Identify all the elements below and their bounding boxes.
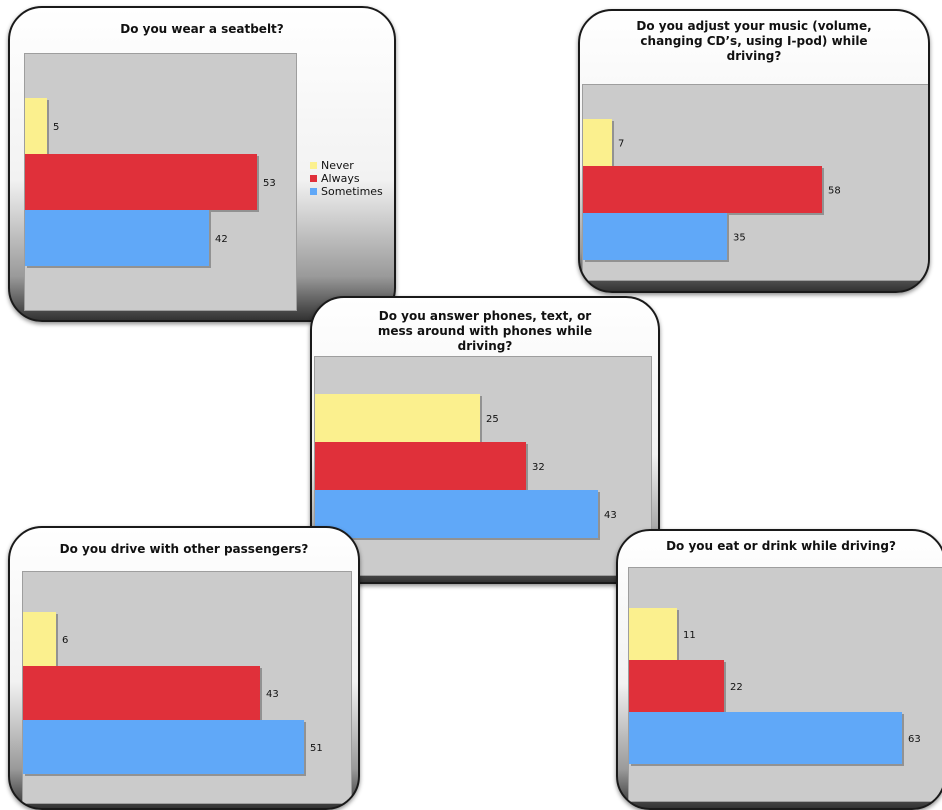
chart-legend: Never Always Sometimes: [310, 159, 383, 198]
bar-value-label: 58: [828, 186, 841, 197]
bar-value-label: 53: [263, 178, 276, 189]
bar-value-label: 6: [62, 635, 68, 646]
plot-area: 11 22 63: [628, 567, 942, 802]
bar-value-label: 25: [486, 414, 499, 425]
bar-value-label: 5: [53, 122, 59, 133]
chart-title: Do you wear a seatbelt?: [120, 22, 284, 36]
bar-value-label: 43: [604, 510, 617, 521]
bar-always: [629, 660, 724, 712]
plot-area: 5 53 42: [24, 53, 297, 311]
bar-chart-svg: 25 32 43: [315, 394, 617, 540]
chart-title: Do you eat or drink while driving?: [666, 539, 896, 553]
bar-value-label: 11: [683, 630, 696, 641]
bar-value-label: 35: [733, 233, 746, 244]
legend-item-sometimes: Sometimes: [310, 185, 383, 198]
bar-value-label: 42: [215, 234, 228, 245]
bar-chart-svg: 11 22 63: [629, 608, 921, 766]
bar-always: [583, 166, 822, 213]
legend-swatch-never: [310, 162, 317, 169]
bar-never: [23, 612, 56, 666]
chart-card-passengers: Do you drive with other passengers? 6 43 5…: [8, 526, 360, 810]
bar-always: [23, 666, 260, 720]
bar-never: [25, 98, 47, 154]
chart-card-music: Do you adjust your music (volume, changi…: [578, 9, 930, 293]
legend-swatch-sometimes: [310, 188, 317, 195]
bar-value-label: 22: [730, 682, 743, 693]
bar-sometimes: [315, 490, 598, 538]
bar-value-label: 63: [908, 734, 921, 745]
plot-area: 6 43 51: [22, 571, 352, 804]
bar-sometimes: [25, 210, 209, 266]
legend-label: Sometimes: [321, 185, 383, 198]
bar-never: [629, 608, 677, 660]
bar-always: [315, 442, 526, 490]
bar-value-label: 32: [532, 462, 545, 473]
bar-sometimes: [583, 213, 727, 260]
plot-area: 7 58 35: [582, 84, 928, 281]
bar-value-label: 7: [618, 139, 624, 150]
chart-card-eat-drink: Do you eat or drink while driving? 11 22 6…: [616, 529, 942, 810]
bar-sometimes: [23, 720, 304, 774]
bar-sometimes: [629, 712, 902, 764]
chart-title: Do you answer phones, text, or mess arou…: [377, 309, 593, 353]
legend-label: Never: [321, 159, 354, 172]
legend-item-never: Never: [310, 159, 383, 172]
chart-card-seatbelt: Do you wear a seatbelt? 5 53 42 Never Alwa…: [8, 6, 396, 322]
legend-item-always: Always: [310, 172, 383, 185]
bar-always: [25, 154, 257, 210]
chart-title: Do you drive with other passengers?: [59, 542, 309, 556]
chart-card-phones: Do you answer phones, text, or mess arou…: [310, 296, 660, 584]
bar-never: [315, 394, 480, 442]
bar-chart-svg: 6 43 51: [23, 612, 323, 776]
plot-area: 25 32 43: [314, 356, 652, 576]
bar-value-label: 43: [266, 689, 279, 700]
chart-title: Do you adjust your music (volume, changi…: [636, 19, 872, 63]
bar-chart-svg: 5 53 42: [25, 98, 276, 268]
legend-label: Always: [321, 172, 360, 185]
legend-swatch-always: [310, 175, 317, 182]
bar-chart-svg: 7 58 35: [583, 119, 841, 262]
bar-never: [583, 119, 612, 166]
bar-value-label: 51: [310, 743, 323, 754]
